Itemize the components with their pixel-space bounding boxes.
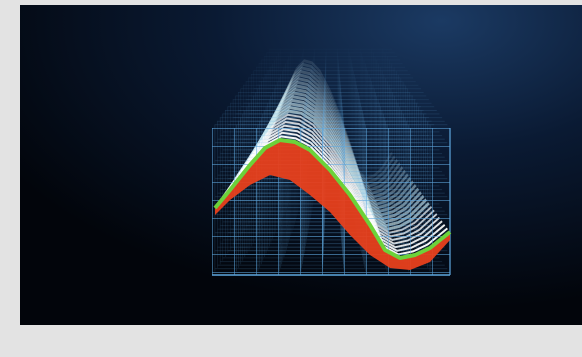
red-area	[215, 140, 450, 270]
